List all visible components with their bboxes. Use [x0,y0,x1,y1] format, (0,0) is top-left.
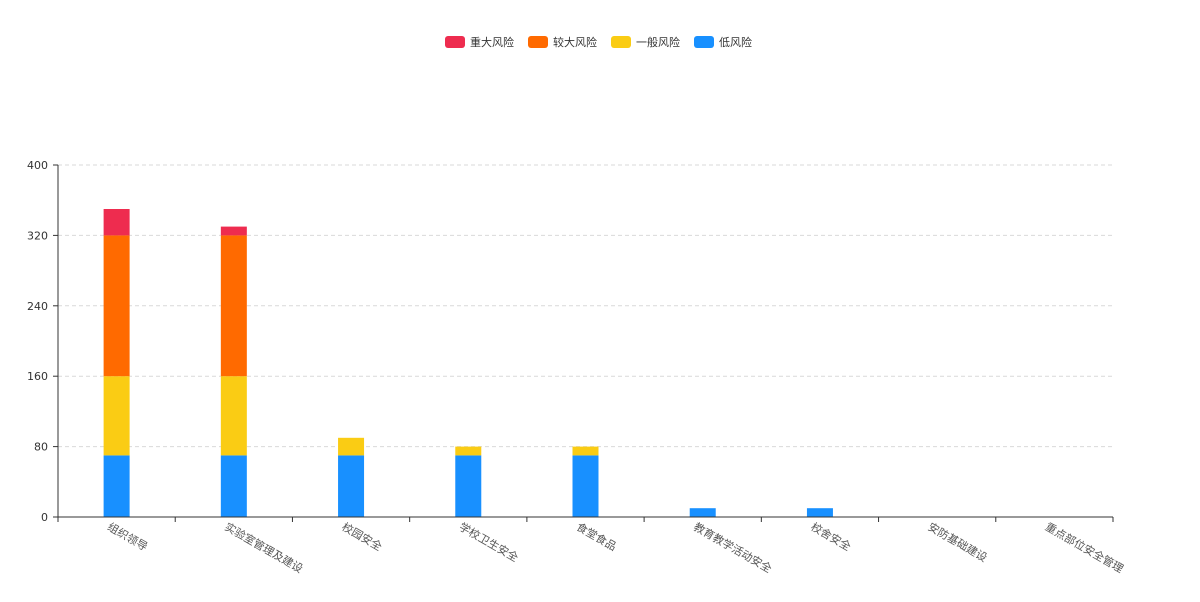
legend-swatch [528,36,548,48]
bar-segment[interactable] [103,235,130,377]
legend-label: 重大风险 [470,35,514,49]
legend-swatch [611,36,631,48]
x-tick-label: 安防基础建设 [926,519,990,564]
x-tick-label: 重点部位安全管理 [1043,519,1126,575]
bar-segment[interactable] [220,376,247,456]
bar-segment[interactable] [103,455,130,517]
bar-segment[interactable] [220,226,247,236]
y-tick-label: 400 [27,159,48,172]
x-tick-label: 校园安全 [340,519,385,553]
legend-item[interactable]: 重大风险 [445,35,514,49]
bar-segment[interactable] [338,455,365,517]
bar-segment[interactable] [338,437,365,456]
grid-lines [58,164,1113,448]
legend-label: 一般风险 [636,35,680,49]
legend-item[interactable]: 一般风险 [611,35,680,49]
y-tick-label: 320 [27,229,48,242]
legend-swatch [694,36,714,48]
legend: 重大风险 较大风险 一般风险 低风险 [445,35,752,49]
x-tick-label: 校舍安全 [808,519,853,553]
x-tick-label: 实验室管理及建设 [222,519,305,575]
bar-series [103,209,833,517]
legend-swatch [445,36,465,48]
bar-segment[interactable] [806,508,833,517]
y-tick-label: 80 [34,441,48,454]
y-tick-label: 0 [41,511,48,524]
bar-segment[interactable] [689,508,716,517]
y-tick-label: 160 [27,370,48,383]
legend-label: 较大风险 [553,35,597,49]
bar-segment[interactable] [572,455,599,517]
x-tick-label: 食堂食品 [574,519,619,553]
bar-segment[interactable] [455,455,482,517]
y-tick-label: 240 [27,300,48,313]
legend-item[interactable]: 较大风险 [528,35,597,49]
x-tick-label: 教育教学活动安全 [691,519,774,575]
bar-segment[interactable] [103,376,130,456]
legend-label: 低风险 [719,35,752,49]
x-tick-label: 组织领导 [105,519,150,553]
x-tick-label: 学校卫生安全 [457,519,521,564]
legend-item[interactable]: 低风险 [694,35,752,49]
bar-segment[interactable] [220,455,247,517]
bar-segment[interactable] [220,235,247,377]
bar-segment[interactable] [103,209,130,236]
bar-segment[interactable] [455,446,482,456]
bar-segment[interactable] [572,446,599,456]
